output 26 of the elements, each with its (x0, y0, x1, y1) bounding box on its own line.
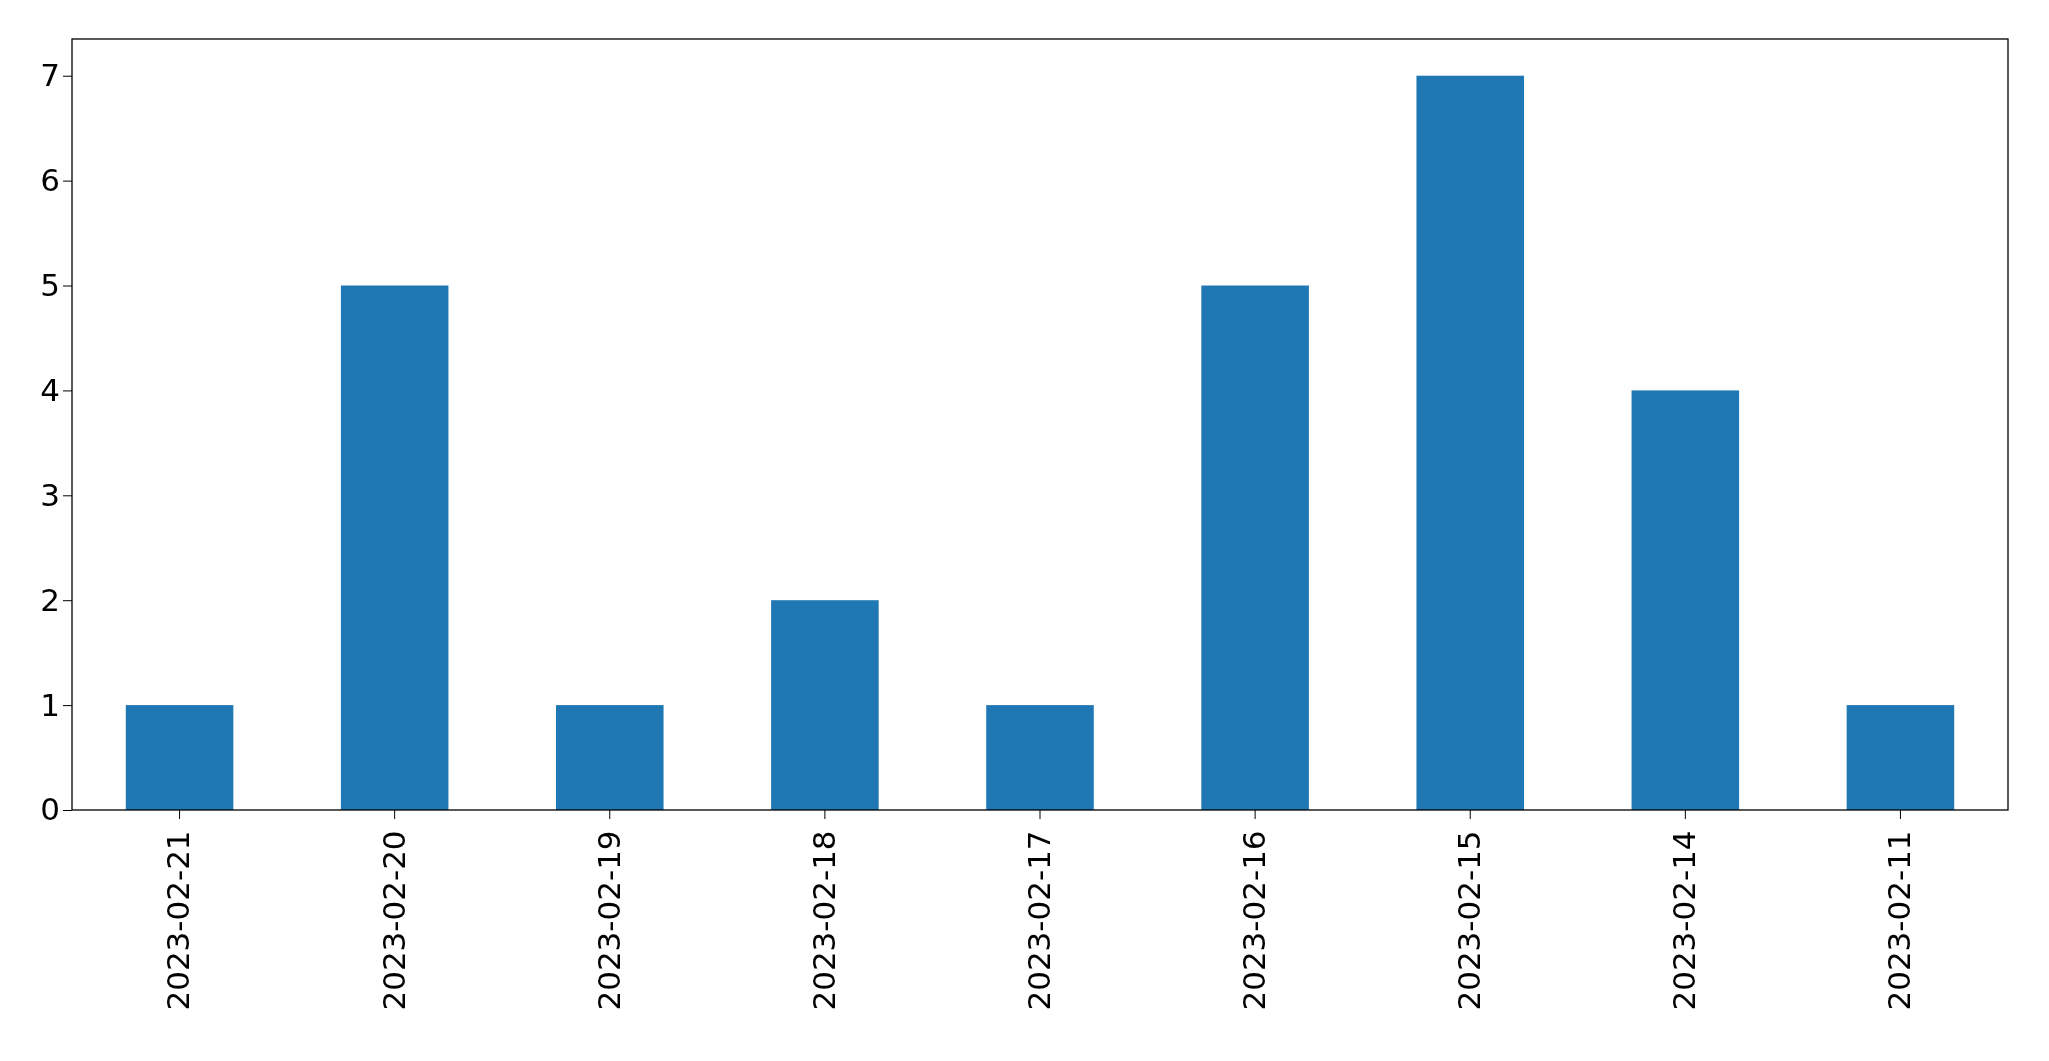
y-tick-label: 4 (40, 371, 60, 408)
x-tick-label: 2023-02-11 (1881, 830, 1918, 1011)
y-tick-label: 1 (40, 686, 60, 723)
x-tick-label: 2023-02-19 (590, 830, 627, 1011)
y-tick-label: 5 (40, 266, 60, 303)
bar (1631, 390, 1740, 810)
bar (1846, 705, 1955, 810)
y-tick-label: 7 (40, 57, 60, 94)
bar (1201, 285, 1309, 810)
y-tick-label: 2 (40, 581, 60, 618)
x-tick-label: 2023-02-17 (1020, 830, 1057, 1011)
bar (986, 705, 1094, 810)
y-tick-label: 3 (40, 476, 60, 513)
x-tick-label: 2023-02-15 (1451, 830, 1488, 1011)
bar (125, 705, 234, 810)
bar (556, 705, 664, 810)
x-tick-label: 2023-02-18 (805, 830, 842, 1011)
bar (340, 285, 449, 810)
bar (1416, 75, 1524, 810)
x-tick-label: 2023-02-21 (160, 830, 197, 1011)
x-tick-label: 2023-02-16 (1236, 830, 1273, 1011)
y-tick-label: 0 (40, 791, 60, 828)
y-tick-label: 6 (40, 162, 60, 199)
x-tick-label: 2023-02-14 (1666, 830, 1703, 1011)
bar (771, 600, 879, 810)
x-tick-label: 2023-02-20 (375, 830, 412, 1011)
